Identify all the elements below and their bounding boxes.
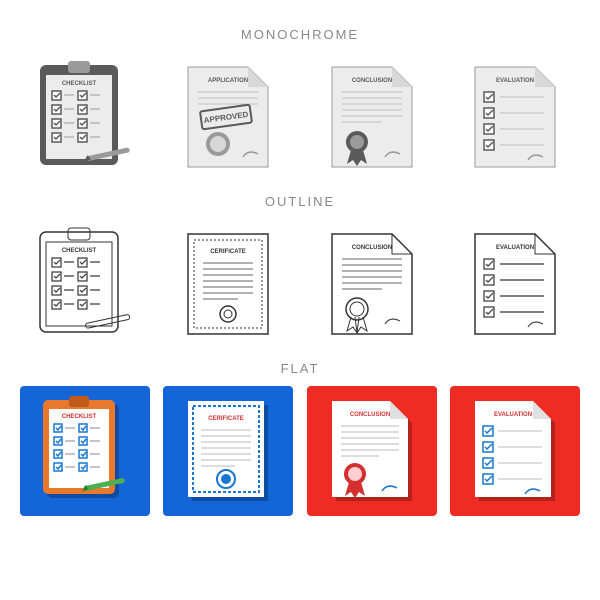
svg-text:CERIFICATE: CERIFICATE	[209, 416, 245, 422]
section-label-outline: OUTLINE	[20, 194, 580, 209]
icon-evaluation-flat: EVALUATION	[450, 386, 580, 516]
svg-text:CONCLUSION: CONCLUSION	[351, 245, 391, 251]
icon-checklist-flat: CHECKLIST	[20, 386, 150, 516]
icon-conclusion-mono: CONCLUSION	[307, 52, 437, 182]
svg-text:EVALUATION: EVALUATION	[494, 412, 532, 418]
row-outline: CHECKLIST CERIFICATE	[20, 219, 580, 349]
application-title: APPLICATION	[208, 78, 248, 84]
svg-text:CHECKLIST: CHECKLIST	[62, 414, 97, 420]
section-label-flat: FLAT	[20, 361, 580, 376]
icon-certificate-flat: CERIFICATE	[163, 386, 293, 516]
icon-application-mono: APPLICATION APPROVED	[163, 52, 293, 182]
conclusion-title: CONCLUSION	[351, 78, 391, 84]
icon-evaluation-outline: EVALUATION	[450, 219, 580, 349]
section-label-monochrome: MONOCHROME	[20, 27, 580, 42]
row-flat: CHECKLIST	[20, 386, 580, 516]
icon-evaluation-mono: EVALUATION	[450, 52, 580, 182]
svg-text:CHECKLIST: CHECKLIST	[62, 248, 97, 254]
icon-conclusion-flat: CONCLUSION	[307, 386, 437, 516]
evaluation-title: EVALUATION	[496, 78, 534, 84]
icon-checklist-outline: CHECKLIST	[20, 219, 150, 349]
icon-certificate-outline: CERIFICATE	[163, 219, 293, 349]
icon-checklist-mono: CHECKLIST	[20, 52, 150, 182]
svg-text:CERIFICATE: CERIFICATE	[211, 249, 247, 255]
checklist-title: CHECKLIST	[62, 81, 97, 87]
row-monochrome: CHECKLIST	[20, 52, 580, 182]
svg-text:CONCLUSION: CONCLUSION	[349, 412, 389, 418]
icon-conclusion-outline: CONCLUSION	[307, 219, 437, 349]
svg-text:EVALUATION: EVALUATION	[496, 245, 534, 251]
